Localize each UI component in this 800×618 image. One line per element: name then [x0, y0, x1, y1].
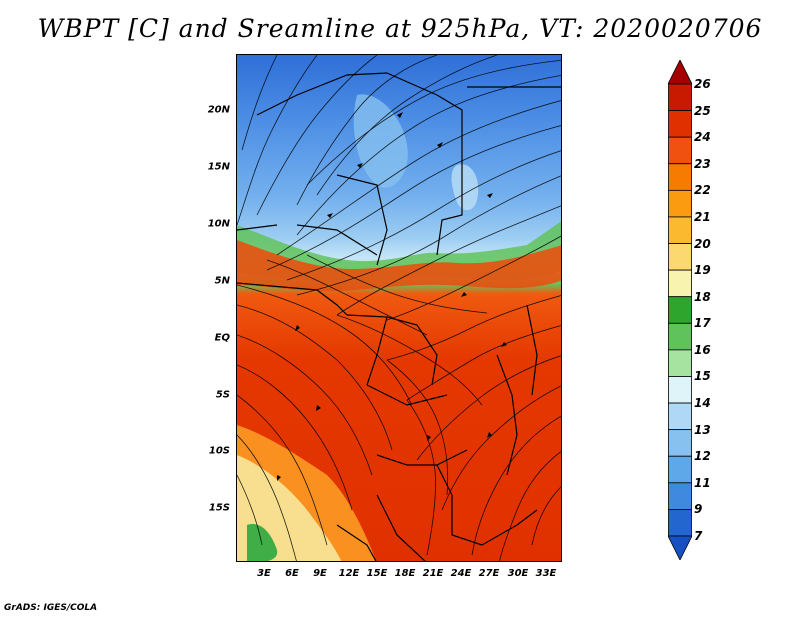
colorbar-segment: [668, 269, 692, 298]
colorbar-segment: [668, 509, 692, 537]
colorbar-label: 25: [694, 103, 711, 118]
colorbar-label: 19: [694, 263, 711, 278]
colorbar-label: 17: [694, 316, 711, 331]
colorbar-label: 11: [694, 475, 711, 490]
colorbar-label: 16: [694, 342, 711, 357]
colorbar-segment: [668, 110, 692, 138]
lon-label-30e: 30E: [507, 568, 529, 579]
colorbar-segment: [668, 163, 692, 191]
lon-label-18e: 18E: [394, 568, 416, 579]
lon-label-21e: 21E: [422, 568, 444, 579]
colorbar-segment: [668, 296, 692, 324]
lon-label-24e: 24E: [450, 568, 472, 579]
colorbar-label: 7: [694, 529, 703, 543]
colorbar-label: 23: [694, 156, 711, 171]
northern-highland-patch: [353, 94, 408, 188]
colorbar-segment: [668, 402, 692, 431]
lon-label-3e: 3E: [257, 568, 271, 579]
colorbar-label: 21: [694, 209, 711, 224]
lon-label-12e: 12E: [338, 568, 360, 579]
colorbar-segments: [668, 60, 692, 560]
colorbar-label: 14: [694, 396, 711, 411]
colorbar-label: 18: [694, 289, 711, 304]
colorbar-segment: [668, 376, 692, 404]
lat-label-20n: 20N: [207, 104, 230, 116]
colorbar-label: 22: [694, 183, 711, 198]
colorbar-segment: [668, 60, 692, 85]
colorbar-segment: [668, 189, 692, 218]
colorbar-segment: [668, 482, 692, 510]
colorbar-segment: [668, 216, 692, 244]
lon-label-15e: 15E: [366, 568, 388, 579]
colorbar-segment: [668, 243, 692, 271]
colorbar-label: 13: [694, 422, 711, 437]
map-panel: [236, 54, 562, 562]
lon-label-33e: 33E: [535, 568, 557, 579]
lat-label-15n: 15N: [207, 161, 230, 173]
colorbar-segment: [668, 322, 692, 351]
lon-label-9e: 9E: [313, 568, 327, 579]
colorbar-segment: [668, 349, 692, 377]
lat-label-15s: 15S: [208, 502, 230, 514]
southwest-green-patch: [247, 524, 278, 561]
colorbar-segment: [668, 455, 692, 484]
colorbar-label: 24: [694, 130, 711, 145]
colorbar-segment: [668, 535, 692, 560]
colorbar-label: 9: [694, 502, 703, 517]
lat-label-5n: 5N: [214, 275, 230, 287]
lat-label-10s: 10S: [208, 445, 230, 457]
lat-label-eq: EQ: [214, 332, 230, 344]
lon-label-27e: 27E: [478, 568, 500, 579]
colorbar-label: 26: [694, 77, 711, 91]
colorbar-segment: [668, 429, 692, 457]
colorbar-label: 12: [694, 449, 711, 464]
lon-label-6e: 6E: [285, 568, 299, 579]
footer-credit: GrADS: IGES/COLA: [4, 603, 98, 613]
country-borders: [237, 72, 561, 561]
eastern-light-patch: [451, 164, 479, 211]
lat-label-10n: 10N: [207, 218, 230, 230]
streamlines: [237, 55, 561, 561]
wbpt-streamline-map: [237, 55, 561, 561]
colorbar-label: 20: [694, 236, 711, 251]
colorbar-segment: [668, 136, 692, 165]
colorbar: [668, 60, 692, 560]
lat-label-5s: 5S: [215, 389, 230, 401]
streamline-arrowheads: [277, 112, 507, 481]
colorbar-label: 15: [694, 369, 711, 384]
colorbar-segment: [668, 83, 692, 111]
map-title: WBPT [C] and Sreamline at 925hPa, VT: 20…: [37, 14, 763, 43]
